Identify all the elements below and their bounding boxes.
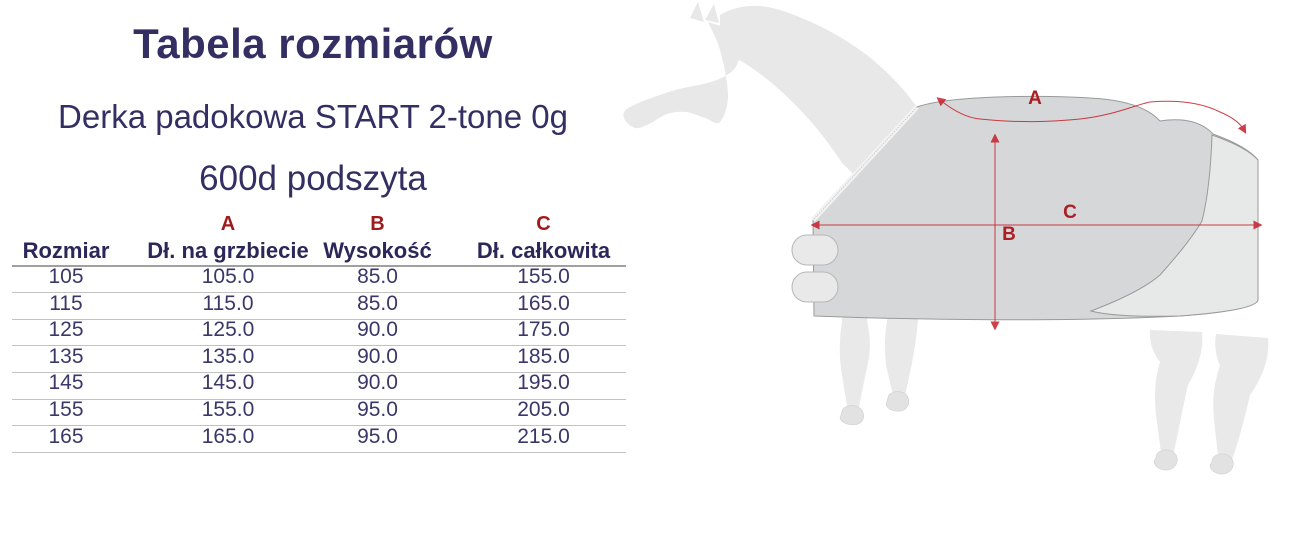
svg-text:B: B: [1002, 224, 1016, 245]
svg-text:C: C: [1063, 202, 1077, 223]
svg-text:A: A: [1028, 88, 1042, 109]
